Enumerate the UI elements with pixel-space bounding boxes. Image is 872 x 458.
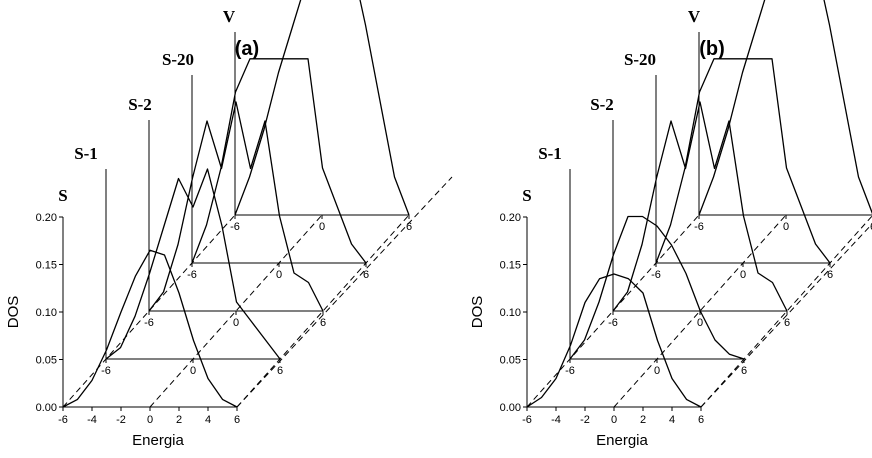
- layer-tick-label: 6: [870, 221, 872, 233]
- layer-tick-label: 0: [654, 365, 660, 377]
- layer-label: S-20: [162, 50, 194, 69]
- layer-s-1: -6 0 6 S-1: [74, 144, 283, 377]
- chart-panel-b: 0.00 0.05 0.10 0.15 0.20 DOS -6 -4 -2 0 2 4 6 Energia…: [469, 0, 872, 449]
- layer-s: S: [522, 186, 702, 408]
- dos-curve: [62, 249, 238, 408]
- depth-guide: [700, 215, 872, 408]
- layer-tick-label: -6: [101, 365, 111, 377]
- x-axis-label: Energia: [596, 432, 648, 449]
- dos-curve: [148, 101, 324, 312]
- layer-s-1: -6 0 6 S-1: [538, 144, 747, 377]
- layer-s: S: [58, 186, 238, 408]
- x-tick-label: -6: [58, 414, 68, 426]
- layer-tick-label: -6: [608, 317, 618, 329]
- layer-label: S-2: [128, 95, 152, 114]
- x-tick-label: -4: [551, 414, 561, 426]
- x-axis-label: Energia: [132, 432, 184, 449]
- x-tick-label: -6: [522, 414, 532, 426]
- layer-tick-label: 0: [319, 221, 325, 233]
- depth-guide: [613, 214, 787, 408]
- layer-tick-label: 0: [783, 221, 789, 233]
- layer-label: S-2: [590, 95, 614, 114]
- layer-label: S-1: [74, 144, 98, 163]
- dos-curve: [234, 0, 410, 216]
- layer-v: -6 0 6 V: [223, 0, 412, 233]
- layer-tick-label: 0: [190, 365, 196, 377]
- layer-label: V: [688, 7, 701, 26]
- layer-label: S: [522, 186, 531, 205]
- x-tick-label: 0: [147, 414, 153, 426]
- layer-tick-label: 6: [320, 317, 326, 329]
- x-tick-label: 6: [698, 414, 704, 426]
- depth-guide: [236, 176, 453, 408]
- x-tick-label: 4: [205, 414, 211, 426]
- panel-label: (b): [699, 38, 725, 60]
- layer-tick-label: -6: [187, 269, 197, 281]
- y-tick-label: 0.05: [36, 355, 57, 367]
- dos-curve: [655, 58, 831, 264]
- layer-tick-label: 6: [827, 269, 833, 281]
- layer-s-2: -6 0 6 S-2: [128, 95, 326, 329]
- y-tick-label: 0.20: [36, 212, 57, 224]
- x-tick-label: 2: [640, 414, 646, 426]
- x-tick-label: -2: [580, 414, 590, 426]
- layer-s-20: -6 0 6 S-20: [162, 50, 369, 281]
- y-tick-label: 0.15: [36, 260, 57, 272]
- y-tick-label: 0.00: [500, 402, 521, 414]
- layer-tick-label: -6: [694, 221, 704, 233]
- depth-guide: [62, 214, 236, 408]
- layer-label: V: [223, 7, 236, 26]
- chart-panel-a: 0.00 0.05 0.10 0.15 0.20 DOS -6 -4 -2 0 2 4 6 Energia…: [5, 0, 453, 449]
- depth-guide: [526, 214, 700, 408]
- layer-tick-label: -6: [565, 365, 575, 377]
- layer-tick-label: 0: [740, 269, 746, 281]
- dos-curve: [105, 168, 281, 360]
- x-tick-label: 4: [669, 414, 675, 426]
- layer-label: S-20: [624, 50, 656, 69]
- dos-curve: [569, 215, 745, 360]
- layer-tick-label: -6: [230, 221, 240, 233]
- x-tick-label: -2: [116, 414, 126, 426]
- y-axis-label: DOS: [469, 296, 486, 329]
- layer-tick-label: 0: [233, 317, 239, 329]
- depth-guide: [149, 214, 323, 408]
- y-axis-label: DOS: [5, 296, 22, 329]
- layer-tick-label: 6: [741, 365, 747, 377]
- dos-curve: [612, 101, 788, 312]
- panel-label: (a): [235, 38, 259, 60]
- y-tick-label: 0.10: [36, 307, 57, 319]
- dos-curve: [698, 0, 872, 216]
- layer-tick-label: -6: [144, 317, 154, 329]
- layer-tick-label: -6: [651, 269, 661, 281]
- layer-tick-label: 6: [277, 365, 283, 377]
- depth-guide: [700, 223, 872, 408]
- layer-label: S: [58, 186, 67, 205]
- layer-tick-label: 0: [697, 317, 703, 329]
- layer-s-2: -6 0 6 S-2: [590, 95, 790, 329]
- x-tick-label: -4: [87, 414, 97, 426]
- y-tick-label: 0.00: [36, 402, 57, 414]
- dos-curve: [191, 58, 367, 264]
- layer-tick-label: 6: [406, 221, 412, 233]
- layer-s-20: -6 0 6 S-20: [624, 50, 833, 281]
- x-tick-label: 6: [234, 414, 240, 426]
- y-tick-label: 0.15: [500, 260, 521, 272]
- y-tick-label: 0.05: [500, 355, 521, 367]
- dos-curve: [526, 273, 702, 408]
- layer-tick-label: 6: [363, 269, 369, 281]
- x-tick-label: 0: [611, 414, 617, 426]
- layer-v: -6 0 6 V: [688, 0, 872, 233]
- depth-guide: [236, 214, 410, 408]
- x-tick-label: 2: [176, 414, 182, 426]
- y-tick-label: 0.20: [500, 212, 521, 224]
- layer-tick-label: 6: [784, 317, 790, 329]
- layer-label: S-1: [538, 144, 562, 163]
- y-tick-label: 0.10: [500, 307, 521, 319]
- layer-tick-label: 0: [276, 269, 282, 281]
